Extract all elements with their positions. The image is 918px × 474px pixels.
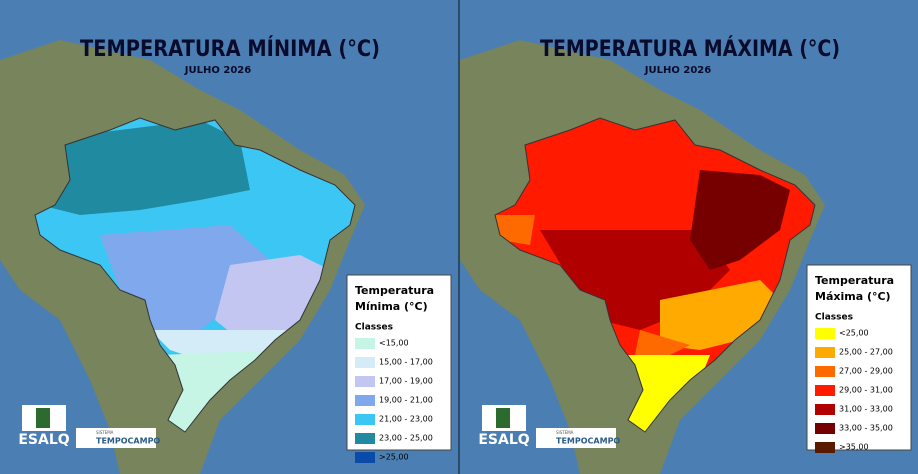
legend-swatch [815, 328, 835, 339]
temperature-zone [40, 120, 250, 215]
map-title: TEMPERATURA MÁXIMA (°C) [540, 36, 840, 62]
legend-label: 21,00 - 23,00 [379, 415, 433, 424]
legend-swatch [355, 357, 375, 368]
legend-subtitle: Classes [355, 323, 393, 333]
legend-subtitle: Classes [815, 313, 853, 323]
legend-label: 15,00 - 17,00 [379, 358, 433, 367]
esalq-emblem [36, 408, 50, 428]
legend-title: Mínima (°C) [355, 300, 428, 313]
esalq-text: ESALQ [478, 432, 529, 448]
tempocampo-logo [536, 428, 616, 448]
legend-label: 17,00 - 19,00 [379, 377, 433, 386]
map-subtitle: JULHO 2026 [644, 65, 711, 76]
legend-swatch [355, 338, 375, 349]
legend-swatch [355, 414, 375, 425]
map-title: TEMPERATURA MÍNIMA (°C) [80, 36, 380, 62]
legend-swatch [815, 442, 835, 453]
legend-swatch [815, 347, 835, 358]
legend-label: 25,00 - 27,00 [839, 348, 893, 357]
legend-label: 19,00 - 21,00 [379, 396, 433, 405]
legend-label: <15,00 [379, 339, 409, 348]
brazil-outline [34, 117, 356, 433]
legend-label: 33,00 - 35,00 [839, 424, 893, 433]
legend-swatch [815, 385, 835, 396]
legend-swatch [815, 423, 835, 434]
tempocampo-sistema: SISTEMA [556, 430, 574, 435]
map-panel: TEMPERATURA MÁXIMA (°C) JULHO 2026 Tempera… [460, 0, 918, 474]
legend-swatch [355, 433, 375, 444]
legend-swatch [355, 395, 375, 406]
esalq-emblem [496, 408, 510, 428]
temperature-zone [635, 330, 690, 360]
legend-title: Temperatura [815, 274, 894, 287]
legend-label: 31,00 - 33,00 [839, 405, 893, 414]
tempocampo-text: TEMPOCAMPO [556, 437, 620, 446]
map-subtitle: JULHO 2026 [184, 65, 251, 76]
legend-label: <25,00 [839, 329, 869, 338]
esalq-text: ESALQ [18, 432, 69, 448]
legend-swatch [815, 366, 835, 377]
legend-swatch [355, 376, 375, 387]
legend-label: 29,00 - 31,00 [839, 386, 893, 395]
tempocampo-sistema: SISTEMA [96, 430, 114, 435]
temperature-zone [690, 170, 790, 270]
legend-label: 27,00 - 29,00 [839, 367, 893, 376]
legend-label: >35,00 [839, 443, 869, 452]
legend-swatch [815, 404, 835, 415]
legend-label: >25,00 [379, 453, 409, 462]
brazil-outline [494, 117, 816, 433]
tempocampo-text: TEMPOCAMPO [96, 437, 160, 446]
legend-title: Temperatura [355, 284, 434, 297]
legend-swatch [355, 452, 375, 463]
map-panel: TEMPERATURA MÍNIMA (°C) JULHO 2026 Tempera… [0, 0, 458, 474]
tempocampo-logo [76, 428, 156, 448]
legend-label: 23,00 - 25,00 [379, 434, 433, 443]
legend-title: Máxima (°C) [815, 290, 891, 303]
